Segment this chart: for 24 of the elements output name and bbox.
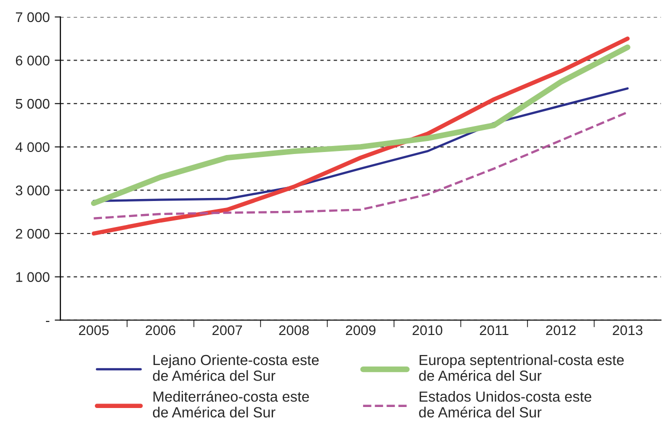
y-tick-label: 4 000 (16, 142, 50, 152)
legend-label: Lejano Oriente-costa este de América del Sur (152, 354, 319, 381)
x-tick-label: 2006 (146, 325, 176, 336)
legend-label: Europa septentrional-costa este de América del Sur (419, 354, 624, 381)
x-tick-label: 2010 (412, 325, 442, 336)
y-tick-label: 2 000 (16, 228, 50, 239)
y-tick-label: 1 000 (16, 272, 50, 282)
x-tick-label: 2011 (480, 325, 508, 336)
x-tick-label: 2008 (279, 325, 309, 336)
x-tick-label: 2005 (79, 325, 109, 336)
x-tick-label: 2007 (212, 325, 242, 336)
line-series (92, 87, 629, 202)
y-tick-label: - (46, 320, 50, 322)
line-series (92, 36, 630, 236)
y-tick-label: 3 000 (16, 186, 50, 196)
line-series (92, 111, 629, 220)
x-tick-label: 2009 (346, 325, 376, 336)
x-tick-label: 2013 (612, 325, 642, 336)
y-tick-label: 6 000 (16, 56, 50, 66)
legend-label: Mediterráneo-costa este de América del Sur (152, 390, 309, 418)
legend-label: Estados Unidos-costa este de América del Sur (419, 391, 592, 418)
y-tick-label: 5 000 (16, 98, 50, 109)
y-tick-label: 7 000 (16, 12, 50, 22)
x-tick-label: 2012 (546, 325, 576, 336)
